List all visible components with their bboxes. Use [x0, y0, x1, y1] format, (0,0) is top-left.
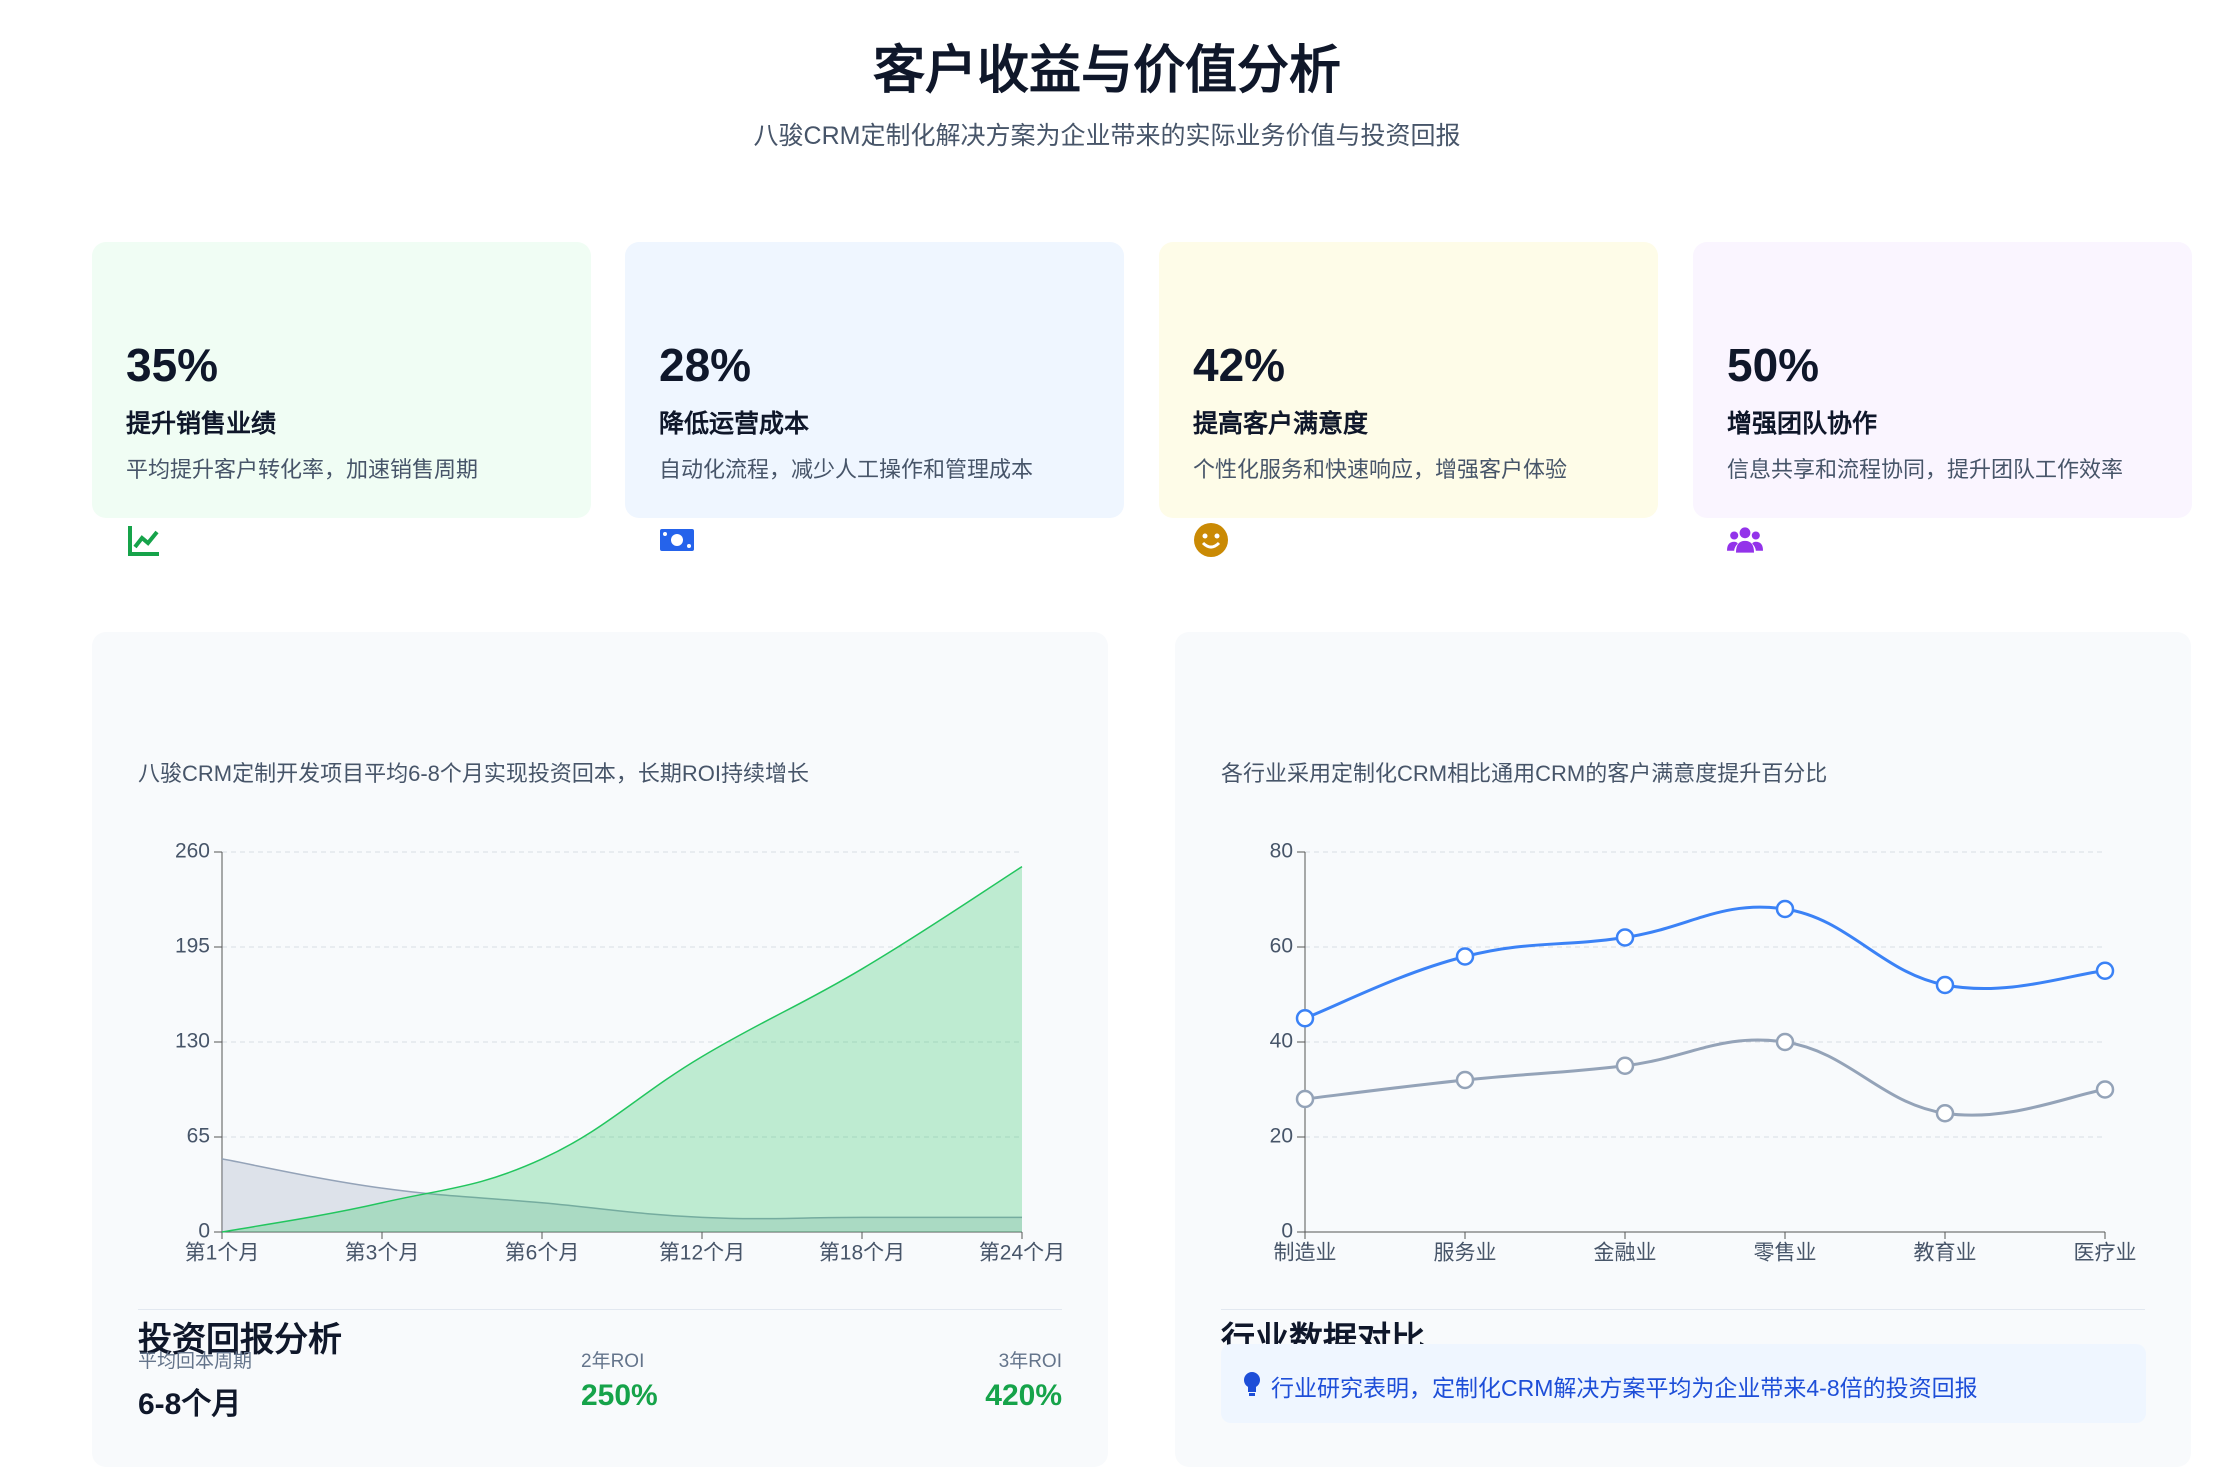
icon [1194, 523, 1228, 557]
metric-value: 28% [659, 339, 752, 391]
stat-label: 3年ROI [998, 1351, 1062, 1372]
marker [1455, 947, 1475, 966]
area [222, 866, 1022, 1232]
y-tick-label: 130 [175, 1030, 210, 1053]
icon [1244, 1372, 1260, 1396]
chart: 0 65 130 195 260 第1个月 第3个月 第6个月 第12个月 第18个月 第24个月 [175, 840, 1065, 1265]
x-tick-label: 教育业 [1914, 1242, 1977, 1265]
x-tick-label: 零售业 [1754, 1242, 1817, 1265]
y-tick-label: 260 [175, 840, 210, 863]
panel-title: 投资回报分析 [138, 1321, 342, 1359]
x-tick-label: 第1个月 [185, 1242, 260, 1265]
y-tick-label: 60 [1270, 935, 1293, 958]
divider [1221, 1309, 2145, 1310]
stat: 平均回本周期 6-8个月 [138, 1346, 252, 1423]
x-tick-label: 第12个月 [659, 1242, 745, 1265]
stat-value: 250% [581, 1379, 658, 1412]
chart: 0 20 40 60 80 制造业 服务业 金融业 零售业 教育业 医疗业 [1270, 840, 2137, 1265]
icon [128, 526, 159, 556]
stat-label: 平均回本周期 [138, 1351, 253, 1372]
marker [1615, 1056, 1635, 1075]
panel-description: 各行业采用定制化CRM相比通用CRM的客户满意度提升百分比 [1221, 761, 1828, 786]
marker [2095, 961, 2115, 980]
x-tick-label: 金融业 [1594, 1242, 1657, 1265]
stat: 3年ROI 420% [985, 1346, 1062, 1413]
stat-value: 6-8个月 [138, 1388, 242, 1421]
x-tick-label: 第18个月 [819, 1242, 905, 1265]
metric-value: 50% [1727, 339, 1820, 391]
x-tick-label: 制造业 [1274, 1242, 1337, 1265]
y-tick-label: 0 [1281, 1220, 1293, 1243]
panel-description: 八骏CRM定制开发项目平均6-8个月实现投资回本，长期ROI持续增长 [138, 761, 810, 786]
marker [1775, 899, 1795, 919]
marker [2095, 1080, 2115, 1099]
metric-card: 42% 提高客户满意度 个性化服务和快速响应，增强客户体验 [1159, 242, 1658, 557]
marker [1295, 1089, 1315, 1109]
metric-value: 42% [1193, 339, 1286, 391]
area [222, 1158, 1022, 1232]
metric-card: 35% 提升销售业绩 平均提升客户转化率，加速销售周期 [92, 242, 591, 556]
marker [1295, 1009, 1315, 1028]
x-tick-label: 第6个月 [505, 1242, 580, 1265]
x-tick-label: 医疗业 [2074, 1242, 2137, 1265]
y-tick-label: 20 [1270, 1125, 1293, 1148]
y-tick-label: 0 [198, 1220, 210, 1243]
icon [660, 529, 694, 551]
x-tick-label: 第3个月 [345, 1242, 420, 1265]
marker [1615, 928, 1635, 947]
marker [1455, 1070, 1475, 1090]
note-box: 行业研究表明，定制化CRM解决方案平均为企业带来4-8倍的投资回报 [1221, 1344, 2146, 1423]
metric-label: 提升销售业绩 [126, 410, 277, 438]
stat-value: 420% [985, 1379, 1062, 1412]
page-subtitle: 八骏CRM定制化解决方案为企业带来的实际业务价值与投资回报 [753, 122, 1461, 150]
y-tick-label: 40 [1270, 1030, 1293, 1053]
line [1304, 905, 2106, 1020]
metric-label: 提高客户满意度 [1193, 410, 1369, 438]
metric-value: 35% [126, 339, 219, 391]
line [221, 865, 1023, 1233]
note-text: 行业研究表明，定制化CRM解决方案平均为企业带来4-8倍的投资回报 [1271, 1375, 1978, 1401]
x-tick-label: 第24个月 [979, 1242, 1065, 1265]
y-tick-label: 65 [187, 1125, 210, 1148]
marker [1935, 975, 1955, 995]
y-tick-label: 195 [175, 935, 210, 958]
marker [1775, 1032, 1795, 1052]
metric-label: 增强团队协作 [1727, 410, 1878, 438]
metric-label: 降低运营成本 [659, 410, 810, 438]
stat: 2年ROI 250% [581, 1346, 658, 1413]
marker [1935, 1104, 1955, 1123]
line [221, 1158, 1022, 1220]
metric-description: 自动化流程，减少人工操作和管理成本 [659, 457, 1034, 482]
metric-card: 50% 增强团队协作 信息共享和流程协同，提升团队工作效率 [1693, 242, 2192, 553]
line [1304, 1038, 2106, 1117]
icon [1727, 527, 1763, 553]
metric-description: 个性化服务和快速响应，增强客户体验 [1193, 457, 1568, 482]
metric-description: 信息共享和流程协同，提升团队工作效率 [1727, 457, 2124, 482]
y-tick-label: 80 [1270, 840, 1293, 863]
stat-label: 2年ROI [581, 1351, 645, 1372]
x-tick-label: 服务业 [1434, 1242, 1497, 1265]
page-title: 客户收益与价值分析 [872, 42, 1341, 100]
divider [138, 1309, 1062, 1310]
metric-description: 平均提升客户转化率，加速销售周期 [126, 457, 479, 482]
chart-panel: 投资回报分析 八骏CRM定制开发项目平均6-8个月实现投资回本，长期ROI持续增… [92, 632, 1108, 1467]
chart-panel: 行业数据对比 各行业采用定制化CRM相比通用CRM的客户满意度提升百分比 0 20… [1175, 632, 2191, 1467]
metric-card: 28% 降低运营成本 自动化流程，减少人工操作和管理成本 [625, 242, 1124, 551]
